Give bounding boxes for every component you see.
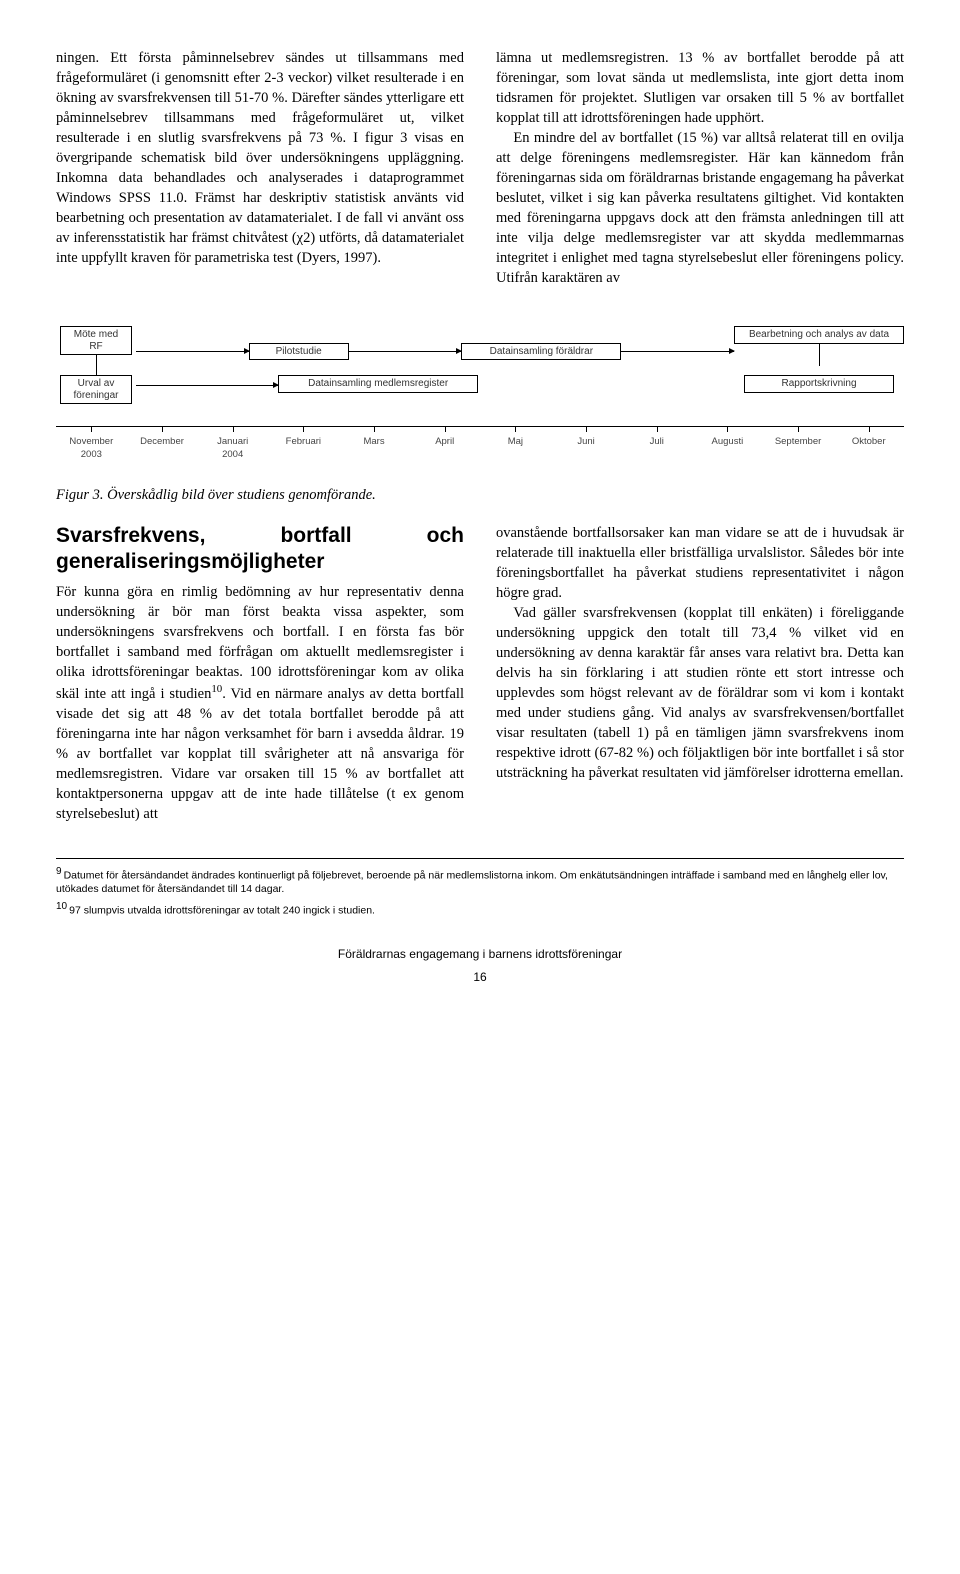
flow-arrow <box>136 351 249 352</box>
footnote-9: 9Datumet för återsändandet ändrades kont… <box>56 865 904 897</box>
flowchart: Möte medRF Pilotstudie Datainsamling för… <box>56 314 904 465</box>
flow-node-rapport: Rapportskrivning <box>744 375 894 393</box>
flowchart-timeline: November2003 December Januari2004 Februa… <box>56 426 904 461</box>
flow-arrow <box>136 385 278 386</box>
month-label: Februari <box>268 435 339 461</box>
section2-right-paragraph-2: Vad gäller svarsfrekvensen (kopplat till… <box>496 603 904 783</box>
top-left-paragraph: ningen. Ett första påminnelsebrev sändes… <box>56 48 464 268</box>
flowchart-months: November2003 December Januari2004 Februa… <box>56 435 904 461</box>
footer-title: Föräldrarnas engagemang i barnens idrott… <box>56 946 904 963</box>
page-footer: Föräldrarnas engagemang i barnens idrott… <box>56 946 904 985</box>
top-right-paragraph-2: En mindre del av bortfallet (15 %) var a… <box>496 128 904 288</box>
top-right-column: lämna ut medlemsregistren. 13 % av bortf… <box>496 48 904 288</box>
footnote-number: 9 <box>56 866 62 877</box>
section2-right-paragraph-1: ovanstående bortfallsorsaker kan man vid… <box>496 523 904 603</box>
footnotes: 9Datumet för återsändandet ändrades kont… <box>56 858 904 919</box>
footnote-9-text: Datumet för återsändandet ändrades konti… <box>56 869 888 895</box>
section2-columns: Svarsfrekvens, bortfall och generaliseri… <box>56 523 904 823</box>
month-label: September <box>763 435 834 461</box>
flow-node-pilot: Pilotstudie <box>249 343 349 361</box>
month-label: Juni <box>551 435 622 461</box>
month-label: December <box>127 435 198 461</box>
section2-left-text-b: . Vid en närmare analys av detta bortfal… <box>56 686 464 822</box>
section2-left-paragraph: För kunna göra en rimlig bedömning av hu… <box>56 582 464 824</box>
month-label: Juli <box>621 435 692 461</box>
section2-heading: Svarsfrekvens, bortfall och generaliseri… <box>56 523 464 576</box>
figure-3: Möte medRF Pilotstudie Datainsamling för… <box>56 314 904 505</box>
month-label: April <box>409 435 480 461</box>
footnote-number: 10 <box>56 901 67 912</box>
page-number: 16 <box>56 969 904 986</box>
month-label: Augusti <box>692 435 763 461</box>
flow-arrow <box>349 351 462 352</box>
footnote-10: 1097 slumpvis utvalda idrottsföreningar … <box>56 900 904 918</box>
month-label: Januari2004 <box>197 435 268 461</box>
figure-caption: Figur 3. Överskådlig bild över studiens … <box>56 485 904 505</box>
flow-node-datainsamling-foraldrar: Datainsamling föräldrar <box>461 343 621 361</box>
top-right-paragraph-1: lämna ut medlemsregistren. 13 % av bortf… <box>496 48 904 128</box>
month-label: Oktober <box>833 435 904 461</box>
flow-connector <box>96 355 97 377</box>
top-text-columns: ningen. Ett första påminnelsebrev sändes… <box>56 48 904 288</box>
flow-node-medlemsregister: Datainsamling medlemsregister <box>278 375 478 393</box>
flow-connector <box>819 344 820 366</box>
section2-right-column: ovanstående bortfallsorsaker kan man vid… <box>496 523 904 823</box>
flow-arrow <box>621 351 734 352</box>
top-left-column: ningen. Ett första påminnelsebrev sändes… <box>56 48 464 288</box>
flowchart-top-row: Möte medRF Pilotstudie Datainsamling för… <box>56 326 904 377</box>
flowchart-mid-row: Urval avföreningar Datainsamling medlems… <box>56 375 904 404</box>
footnote-10-text: 97 slumpvis utvalda idrottsföreningar av… <box>69 905 375 917</box>
month-label: November2003 <box>56 435 127 461</box>
flow-node-bearbetning: Bearbetning och analys av data <box>734 326 904 344</box>
section2-left-column: Svarsfrekvens, bortfall och generaliseri… <box>56 523 464 823</box>
section2-left-text-a: För kunna göra en rimlig bedömning av hu… <box>56 584 464 702</box>
month-label: Mars <box>339 435 410 461</box>
footnote-ref-10: 10 <box>211 683 222 695</box>
flow-node-urval: Urval avföreningar <box>60 375 132 404</box>
flow-node-mote: Möte medRF <box>60 326 132 355</box>
month-label: Maj <box>480 435 551 461</box>
